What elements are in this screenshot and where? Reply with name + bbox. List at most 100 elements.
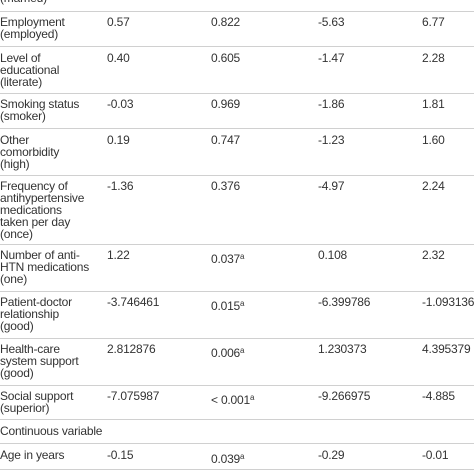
value-text: -9.266975 — [318, 389, 371, 403]
cell-value: 0.19 — [107, 134, 130, 146]
value-text: 0.006 — [211, 346, 241, 360]
label-line: Health-care — [0, 342, 60, 356]
label-line: (married) — [0, 0, 47, 4]
cell-value: -1.86 — [318, 97, 345, 111]
value-text: -3.746461 — [107, 295, 160, 309]
value-text: -0.01 — [422, 448, 449, 462]
value-text: -5.63 — [318, 15, 345, 29]
cell-value: -4.885 — [422, 390, 455, 402]
cell-value: 0.40 — [107, 52, 130, 64]
row-divider — [0, 419, 474, 420]
footnote-mark: a — [240, 252, 245, 261]
label-line: Continuous variable — [0, 424, 103, 438]
row-divider — [0, 11, 474, 12]
label-line: HTN medications — [0, 260, 90, 274]
label-line: Age in years — [0, 448, 65, 462]
cell-value: -5.63 — [318, 15, 345, 29]
footnote-mark: a — [240, 299, 245, 308]
label-line: Social support — [0, 389, 74, 403]
label-line: Number of anti- — [0, 248, 80, 262]
value-text: 0.57 — [107, 15, 130, 29]
cell-value: -9.266975 — [318, 390, 370, 402]
value-text: 0.19 — [107, 133, 130, 147]
value-text: 0.376 — [211, 179, 241, 193]
label-line: taken per day — [0, 215, 71, 229]
label-line: Smoking status — [0, 97, 80, 111]
cell-value: 6.77 — [422, 16, 445, 28]
cell-value: 2.28 — [422, 52, 445, 64]
label-line: relationship — [0, 307, 59, 321]
cell-value: 0.57 — [107, 16, 130, 28]
row-divider — [0, 469, 474, 470]
cell-value: 0.037a — [211, 252, 245, 266]
cell-value: 0.006a — [211, 346, 244, 360]
cell-value: 0.605 — [211, 52, 240, 64]
label-line: Patient-doctor — [0, 295, 72, 309]
value-text: 1.60 — [422, 133, 445, 147]
value-text: 0.747 — [211, 133, 241, 147]
row-divider — [0, 128, 474, 129]
label-line: Frequency of — [0, 179, 68, 193]
row-label: Patient-doctor relationship (good) — [0, 296, 72, 332]
value-text: 2.32 — [422, 248, 445, 262]
label-line: system support — [0, 354, 79, 368]
label-line: (employed) — [0, 27, 59, 41]
value-text: -6.399786 — [318, 295, 371, 309]
row-divider — [0, 175, 474, 176]
row-divider — [0, 93, 474, 94]
value-text: -1.36 — [107, 179, 134, 193]
value-text: 2.24 — [422, 179, 445, 193]
value-text: 0.015 — [211, 299, 241, 313]
cell-value: 0.747 — [211, 134, 240, 146]
cell-value: -0.01 — [422, 448, 449, 462]
label-line: (literate) — [0, 75, 43, 89]
value-text: -7.075987 — [107, 389, 160, 403]
value-text: -0.15 — [107, 448, 134, 462]
row-divider — [0, 338, 474, 339]
row-label: (married) — [0, 0, 47, 4]
value-text: -1.093136 — [422, 295, 474, 309]
row-label: Number of anti- HTN medications (one) — [0, 249, 89, 285]
value-text: 1.22 — [107, 248, 130, 262]
row-label: Smoking status (smoker) — [0, 98, 79, 122]
value-text: -4.97 — [318, 179, 345, 193]
label-line: Employment — [0, 15, 65, 29]
label-line: comorbidity — [0, 145, 60, 159]
cell-value: 4.395379 — [422, 343, 471, 355]
cell-value: -1.36 — [107, 179, 134, 193]
value-text: -4.885 — [422, 389, 455, 403]
cell-value: -1.093136 — [422, 296, 474, 308]
value-text: 0.605 — [211, 51, 241, 65]
row-label: Frequency of antihypertensive medications t… — [0, 180, 84, 240]
value-text: -0.29 — [318, 448, 345, 462]
label-line: (once) — [0, 227, 33, 241]
value-text: 6.77 — [422, 15, 445, 29]
label-line: (high) — [0, 157, 30, 171]
cell-value: 2.812876 — [107, 343, 156, 355]
cell-value: < 0.001a — [211, 394, 254, 407]
cell-value: -3.746461 — [107, 296, 159, 308]
cell-value: -4.97 — [318, 179, 345, 193]
row-label: Social support (superior) — [0, 390, 73, 414]
row-label: Age in years — [0, 448, 65, 462]
value-text: -1.86 — [318, 97, 345, 111]
cell-value: -0.03 — [107, 98, 134, 110]
cell-value: 0.969 — [211, 98, 240, 110]
row-label: Health-care system support (good) — [0, 343, 79, 379]
label-line: antihypertensive — [0, 191, 85, 205]
cell-value: 0.015a — [211, 299, 245, 313]
value-text: 1.81 — [422, 97, 445, 111]
cell-value: 0.376 — [211, 180, 240, 192]
cell-value: 0.039a — [211, 452, 245, 466]
value-text: 0.822 — [211, 15, 241, 29]
footnote-mark: a — [240, 452, 245, 461]
value-text: 0.969 — [211, 97, 241, 111]
row-divider — [0, 385, 474, 386]
row-label: Continuous variable — [0, 425, 102, 437]
label-line: Level of — [0, 51, 41, 65]
cell-value: -0.15 — [107, 448, 134, 462]
cell-value: 0.108 — [318, 249, 347, 261]
cell-value: 1.60 — [422, 134, 445, 146]
label-line: medications — [0, 203, 62, 217]
